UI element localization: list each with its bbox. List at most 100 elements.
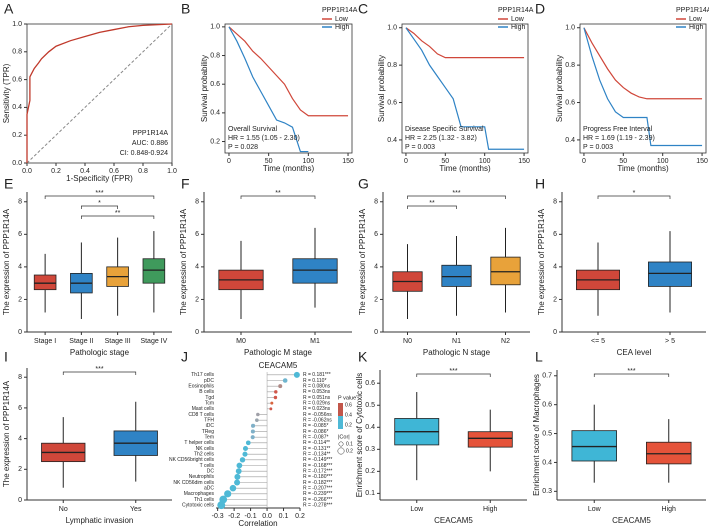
category-label: T helper cells [184, 440, 214, 446]
x-tick-label: -0.3 [212, 513, 224, 520]
annotation: HR = 1.55 (1.05 - 2.30) [228, 135, 300, 142]
y-tick-label: 6 [195, 231, 199, 238]
survival-curve [583, 27, 703, 147]
value-label: R = 0.029ns [303, 400, 331, 406]
annotation: AUC: 0.886 [132, 140, 168, 147]
category-label: Th2 cells [194, 451, 215, 457]
category-label: Tgd [205, 395, 214, 401]
x-tick-label: 50 [265, 158, 273, 165]
x-tick-label: 100 [479, 158, 491, 165]
significance-label: *** [449, 368, 457, 375]
point [236, 462, 243, 469]
y-tick-label: 0.4 [387, 137, 397, 144]
legend-label: High [689, 24, 704, 31]
x-tick-label: 150 [696, 158, 708, 165]
y-tick-label: 0.6 [542, 402, 552, 409]
y-tick-label: 1.0 [12, 21, 22, 28]
significance-bracket [240, 195, 316, 199]
significance-bracket [407, 195, 506, 199]
x-tick-label: Low [588, 506, 602, 513]
x-tick-label: 100 [657, 158, 669, 165]
y-axis-label: The expression of PPP1R14A [358, 208, 367, 315]
significance-label: ** [115, 210, 121, 217]
value-label: R = 0.023ns [303, 406, 331, 412]
category-label: Tcm [205, 400, 214, 406]
x-tick-label: > 5 [665, 338, 675, 345]
y-tick-label: 0.6 [387, 99, 397, 106]
y-axis-label: Survival probability [200, 55, 209, 122]
y-tick-label: 6 [374, 231, 378, 238]
annotation: P = 0.028 [228, 144, 258, 151]
y-tick-label: 0.8 [387, 62, 397, 69]
panel-letter: L [535, 349, 543, 365]
x-tick-label: 0 [227, 158, 231, 165]
legend-tick: 0.4 [345, 412, 352, 418]
box [292, 258, 338, 284]
legend-label: High [335, 24, 350, 31]
category-label: Eosinophils [188, 383, 214, 389]
value-label: R = 0.051ns [303, 395, 331, 401]
x-tick-label: Low [410, 506, 424, 513]
y-tick-label: 1.0 [387, 25, 397, 32]
value-label: R = -0.172*** [303, 468, 332, 474]
x-axis-label: Pathologic stage [70, 348, 130, 357]
value-label: R = -0.062ns [303, 417, 332, 423]
category-label: CD8 T cells [188, 412, 214, 418]
legend-label: High [511, 24, 526, 31]
y-axis-label: The expression of PPP1R14A [2, 208, 11, 315]
y-axis-label: Survival probability [555, 55, 564, 122]
annotation: Disease Specific Survival [405, 126, 484, 133]
point [239, 457, 246, 463]
significance-bracket [62, 371, 137, 375]
y-tick-label: 0.3 [542, 488, 552, 495]
panel-letter: G [358, 176, 369, 192]
annotation: P = 0.003 [583, 144, 613, 151]
y-tick-label: 0 [18, 497, 22, 504]
annotation: P = 0.003 [405, 144, 435, 151]
chart-title: CEACAM5 [259, 361, 298, 370]
point [250, 429, 255, 434]
value-label: R = -0.168*** [303, 463, 332, 469]
category-label: Th17 cells [191, 372, 214, 378]
value-label: R = -0.266*** [303, 497, 332, 503]
box [142, 258, 166, 284]
y-tick-label: 0.2 [365, 468, 375, 475]
significance-label: *** [95, 366, 103, 373]
category-label: T cells [200, 463, 215, 469]
y-tick-label: 0.0 [12, 160, 22, 167]
category-label: Cytotoxic cells [182, 502, 214, 508]
annotation: HR = 1.69 (1.19 - 2.39) [583, 135, 655, 142]
y-tick-label: 4 [18, 435, 22, 442]
x-axis-label: Lymphatic invasion [66, 516, 134, 525]
legend-title: PPP1R14A [498, 7, 534, 14]
category-label: Macrophages [184, 491, 215, 497]
y-tick-label: 0.8 [210, 52, 220, 59]
point [242, 451, 248, 457]
y-tick-label: 8 [374, 199, 378, 206]
x-tick-label: 0.0 [262, 513, 272, 520]
category-label: DC [207, 468, 215, 474]
point [282, 378, 288, 383]
y-tick-label: 1.0 [565, 25, 575, 32]
x-axis-label: Pathologic N stage [423, 348, 491, 357]
panel-letter: E [4, 176, 13, 192]
x-tick-label: 150 [342, 158, 354, 165]
x-axis-label: Time (months) [263, 164, 315, 173]
x-axis-label: Correlation [238, 519, 277, 528]
x-tick-label: 0.1 [279, 513, 289, 520]
x-axis-label: Pathologic M stage [244, 348, 313, 357]
point [255, 418, 259, 422]
y-axis-label: Survival probability [377, 55, 386, 122]
y-tick-label: 4 [18, 264, 22, 271]
point [273, 395, 278, 400]
category-label: pDC [204, 378, 214, 384]
legend-tick: 0.2 [345, 422, 352, 428]
y-tick-label: 0.3 [365, 446, 375, 453]
significance-label: * [98, 200, 101, 207]
category-label: NK CD56bright cells [169, 457, 215, 463]
x-tick-label: Stage I [34, 338, 56, 345]
y-tick-label: 6 [18, 405, 22, 412]
y-tick-label: 0.8 [12, 49, 22, 56]
y-tick-label: 4 [553, 264, 557, 271]
y-tick-label: 0.1 [365, 490, 375, 497]
